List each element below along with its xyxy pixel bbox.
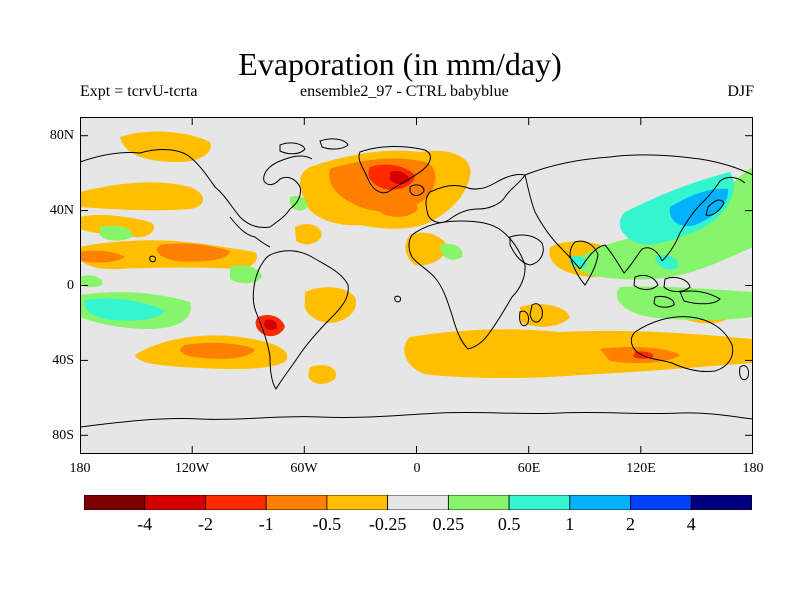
colorbar-label: 0.5 xyxy=(497,514,521,534)
map-canvas xyxy=(80,117,753,454)
colorbar-swatch xyxy=(265,495,328,510)
lat-tick-label: 0 xyxy=(67,278,74,293)
colorbar-swatch xyxy=(84,495,146,510)
map-frame xyxy=(80,117,753,454)
colorbar-swatch xyxy=(569,495,631,510)
lon-tick-label: 60E xyxy=(517,461,541,476)
colorbar-swatch xyxy=(690,495,752,510)
colorbar-swatch xyxy=(447,495,510,510)
colorbar-label: 2 xyxy=(626,514,635,534)
lat-tick-label: 40N xyxy=(49,203,74,218)
axis-ticks xyxy=(80,117,753,454)
colorbar-swatch xyxy=(144,495,206,510)
positive-anomaly-contours xyxy=(80,167,753,329)
colorbar-label: -4 xyxy=(137,514,153,534)
colorbar-label: 0.25 xyxy=(432,514,465,534)
colorbar-swatch xyxy=(387,495,449,510)
lat-tick-label: 80N xyxy=(49,128,74,143)
lon-tick-label: 60W xyxy=(290,461,318,476)
lon-tick-label: 180 xyxy=(69,461,91,476)
colorbar xyxy=(84,495,752,510)
ensemble-label: ensemble2_97 - CTRL babyblue xyxy=(300,83,509,100)
colorbar-swatch xyxy=(205,495,267,510)
negative-anomaly-contours xyxy=(80,131,753,384)
colorbar-label: -2 xyxy=(198,514,213,534)
lon-tick-label: 120W xyxy=(174,461,210,476)
colorbar-swatches xyxy=(84,495,752,510)
colorbar-label: 1 xyxy=(565,514,575,534)
colorbar-swatch xyxy=(326,495,389,510)
lat-tick-label: 80S xyxy=(52,428,74,443)
colorbar-label: -0.5 xyxy=(312,514,342,534)
map-border xyxy=(80,117,753,454)
colorbar-label: 4 xyxy=(686,514,696,534)
lon-tick-label: 180 xyxy=(742,461,764,476)
lon-tick-label: 120E xyxy=(626,461,656,476)
colorbar-swatch xyxy=(630,495,692,510)
lat-tick-label: 40S xyxy=(52,353,74,368)
chart-title: Evaporation (in mm/day) xyxy=(238,46,562,82)
lon-tick-label: 0 xyxy=(413,461,421,476)
experiment-label: Expt = tcrvU-tcrta xyxy=(80,83,198,100)
colorbar-label: -0.25 xyxy=(368,514,407,534)
season-label: DJF xyxy=(727,83,754,100)
coastlines xyxy=(80,138,753,428)
colorbar-swatch xyxy=(508,495,571,510)
colorbar-label: -1 xyxy=(258,514,274,534)
